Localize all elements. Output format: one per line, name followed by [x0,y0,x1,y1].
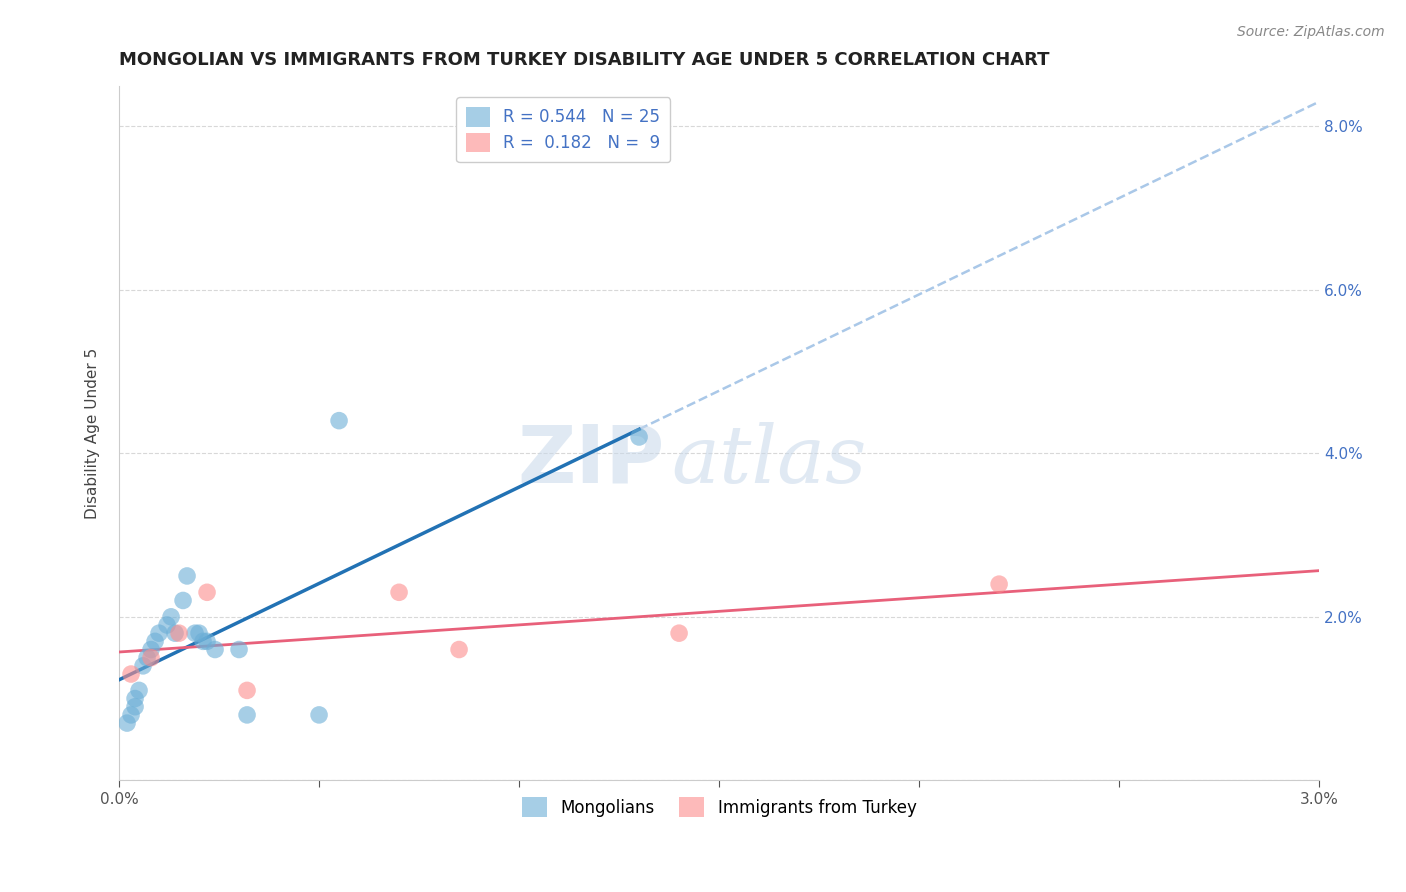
Point [195,634,218,648]
Point [132,658,155,673]
Text: Source: ZipAtlas.com: Source: ZipAtlas.com [1237,25,1385,39]
Point [176,569,198,583]
Text: atlas: atlas [671,422,866,500]
Point [124,699,146,714]
Point [195,585,218,599]
Point [204,642,226,657]
Point [156,618,179,632]
Point [184,626,207,640]
Text: MONGOLIAN VS IMMIGRANTS FROM TURKEY DISABILITY AGE UNDER 5 CORRELATION CHART: MONGOLIAN VS IMMIGRANTS FROM TURKEY DISA… [120,51,1049,69]
Point [120,707,142,722]
Point [167,626,190,640]
Point [236,683,259,698]
Point [148,626,170,640]
Point [236,707,259,722]
Point [115,716,138,731]
Point [191,634,214,648]
Legend: Mongolians, Immigrants from Turkey: Mongolians, Immigrants from Turkey [515,790,924,824]
Point [308,707,330,722]
Point [139,650,162,665]
Point [388,585,411,599]
Point [449,642,471,657]
Point [160,610,183,624]
Text: ZIP: ZIP [517,422,665,500]
Point [136,650,159,665]
Point [988,577,1011,591]
Point [188,626,211,640]
Point [120,667,142,681]
Point [128,683,150,698]
Point [328,414,350,428]
Point [228,642,250,657]
Point [172,593,194,607]
Point [139,642,162,657]
Y-axis label: Disability Age Under 5: Disability Age Under 5 [86,347,100,518]
Point [124,691,146,706]
Point [668,626,690,640]
Point [628,430,651,444]
Point [143,634,166,648]
Point [165,626,187,640]
